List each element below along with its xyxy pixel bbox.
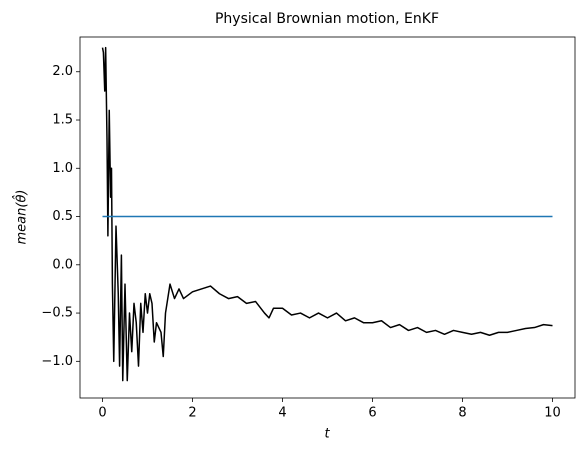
y-tick-label: 0.0 [52,257,73,272]
y-tick-label: −1.0 [41,354,73,369]
y-tick-label: 2.0 [52,64,73,79]
y-tick-label: 0.5 [52,209,73,224]
chart-title: Physical Brownian motion, EnKF [215,11,439,27]
x-tick-label: 4 [278,406,286,421]
y-tick-label: −0.5 [41,306,73,321]
y-tick-label: 1.0 [52,161,73,176]
y-tick-label: 1.5 [52,113,73,128]
x-tick-label: 6 [368,406,376,421]
x-tick-label: 10 [544,406,561,421]
plot-frame [79,36,576,399]
x-tick-label: 2 [188,406,196,421]
y-axis-label: mean(θ̂) [12,190,29,245]
x-tick-label: 8 [458,406,466,421]
series-line [101,46,553,382]
x-tick-label: 0 [98,406,106,421]
x-axis-label: t [324,427,330,442]
